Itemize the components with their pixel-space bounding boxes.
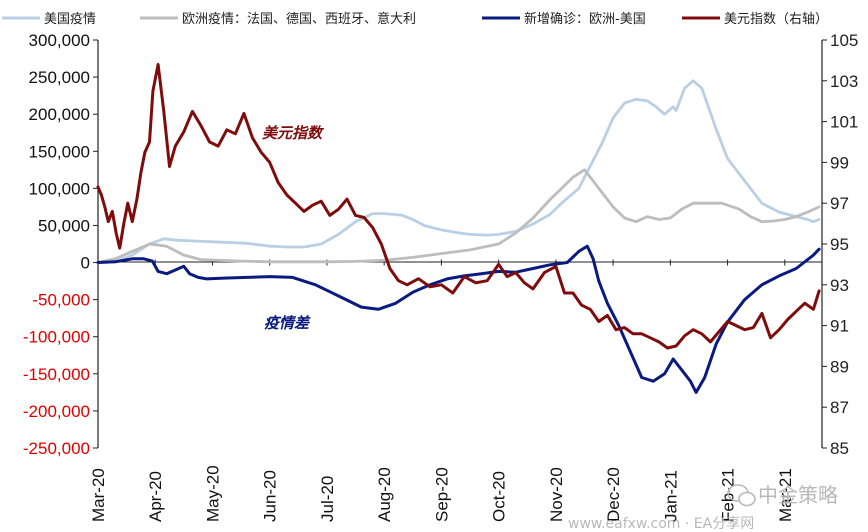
x-tick-label: Mar-21 xyxy=(776,468,795,522)
x-tick-label: Sep-20 xyxy=(432,467,451,522)
legend-item-dollar-index: 美元指数（右轴） xyxy=(682,12,828,27)
left-tick-label: 0 xyxy=(81,254,90,273)
legend-item-us-cases: 美国疫情 xyxy=(2,11,96,27)
x-tick-label: Apr-20 xyxy=(146,471,165,522)
x-tick-label: Dec-20 xyxy=(604,467,623,522)
left-tick-label: 100,000 xyxy=(29,179,90,198)
x-tick-label: Mar-20 xyxy=(89,468,108,522)
legend-label-europe-cases: 欧洲疫情：法国、德国、西班牙、意大利 xyxy=(182,11,416,27)
left-tick-label: 50,000 xyxy=(38,216,90,235)
left-tick-label: -250,000 xyxy=(23,439,90,458)
left-tick-label: -150,000 xyxy=(23,365,90,384)
x-tick-label: Jul-20 xyxy=(318,476,337,522)
right-tick-label: 89 xyxy=(830,357,849,376)
series-layer xyxy=(96,63,821,394)
x-tick-label: Jun-20 xyxy=(261,470,280,522)
series-dollar-index xyxy=(96,63,821,350)
x-tick-label: Nov-20 xyxy=(547,467,566,522)
x-tick-label: May-20 xyxy=(203,465,222,522)
legend-label-dollar-index: 美元指数（右轴） xyxy=(724,12,828,27)
legend-item-case-gap: 新增确诊：欧洲-美国 xyxy=(482,11,646,27)
legend-label-us-cases: 美国疫情 xyxy=(44,11,96,27)
annotation-case-gap: 疫情差 xyxy=(264,314,311,332)
watermark-brand: 中金策略 xyxy=(758,483,838,507)
right-tick-label: 95 xyxy=(830,235,849,254)
series-case-gap xyxy=(96,244,821,394)
x-axis-ticks: Mar-20 Apr-20 May-20 Jun-20 Jul-20 Aug-20 Sep-… xyxy=(89,259,795,522)
right-axis-ticks: 105 103 101 99 97 95 93 91 89 87 85 xyxy=(822,31,858,458)
right-tick-label: 85 xyxy=(830,439,849,458)
x-tick-label: Jan-21 xyxy=(661,470,680,522)
watermark-site: www.eafxw.com · EA分享网 xyxy=(568,515,754,532)
left-tick-label: 150,000 xyxy=(29,142,90,161)
watermark: 中金策略 www.eafxw.com · EA分享网 xyxy=(568,483,838,532)
left-tick-label: 200,000 xyxy=(29,105,90,124)
annotation-dollar-index: 美元指数 xyxy=(262,124,325,142)
right-tick-label: 97 xyxy=(830,194,849,213)
x-tick-label: Oct-20 xyxy=(490,471,509,522)
series-europe-cases xyxy=(96,168,821,264)
wechat-icon xyxy=(727,484,756,507)
right-tick-label: 87 xyxy=(830,398,849,417)
chart-legend: 美国疫情 欧洲疫情：法国、德国、西班牙、意大利 新增确诊：欧洲-美国 美元指数（… xyxy=(2,11,828,27)
series-us-cases xyxy=(96,79,821,264)
right-tick-label: 105 xyxy=(830,31,858,50)
right-tick-label: 99 xyxy=(830,153,849,172)
left-tick-label: 300,000 xyxy=(29,31,90,50)
right-tick-label: 91 xyxy=(830,317,849,336)
left-tick-label: -50,000 xyxy=(32,291,90,310)
left-tick-label: -200,000 xyxy=(23,402,90,421)
right-tick-label: 103 xyxy=(830,72,858,91)
right-tick-label: 93 xyxy=(830,276,849,295)
left-tick-label: 250,000 xyxy=(29,68,90,87)
left-axis-ticks: 300,000 250,000 200,000 150,000 100,000 50,00… xyxy=(23,31,98,458)
legend-label-case-gap: 新增确诊：欧洲-美国 xyxy=(524,11,646,27)
right-tick-label: 101 xyxy=(830,113,858,132)
left-tick-label: -100,000 xyxy=(23,328,90,347)
x-tick-label: Aug-20 xyxy=(375,467,394,522)
legend-item-europe-cases: 欧洲疫情：法国、德国、西班牙、意大利 xyxy=(140,11,416,27)
